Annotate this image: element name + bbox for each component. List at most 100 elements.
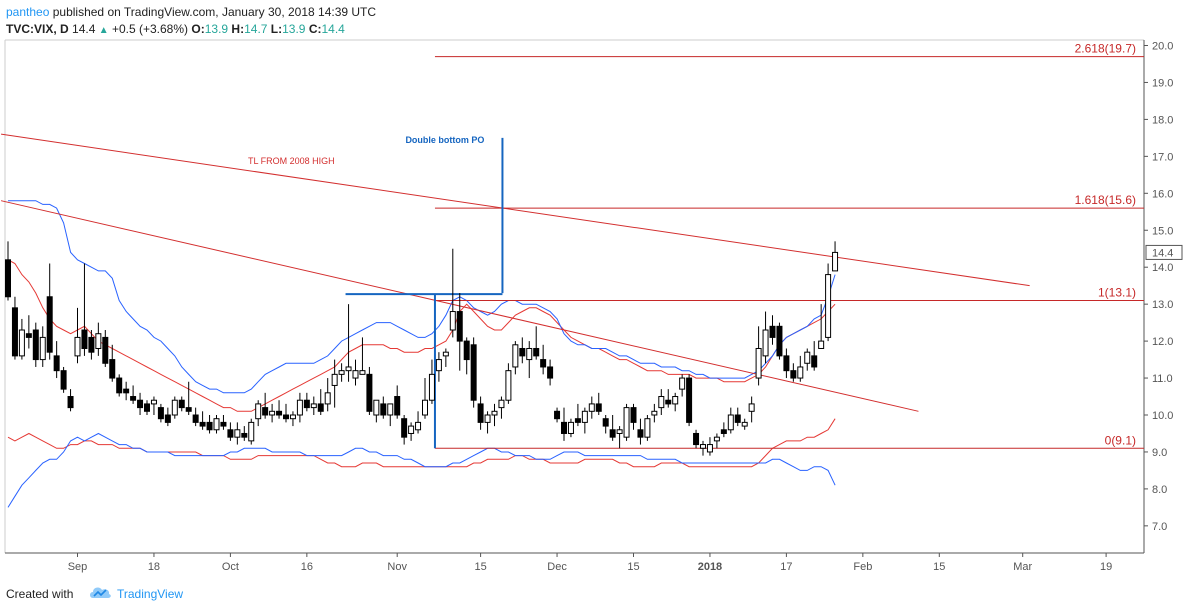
candle-body [116, 377, 123, 394]
candle-body [401, 418, 408, 438]
candle [581, 407, 588, 434]
candle-body [435, 359, 442, 372]
candle [519, 337, 526, 364]
time-axis[interactable]: Sep 18 Oct 16 Nov 15 Dec 15 2018 17 Feb 15 Mar 19 [68, 553, 1113, 573]
candle-body [206, 421, 213, 431]
candle-body [303, 399, 310, 409]
candle [463, 337, 470, 375]
price-tick-label: 14.0 [1152, 262, 1173, 274]
candle-body [609, 429, 616, 438]
blue-band-upper-line [8, 200, 836, 394]
candle [713, 433, 720, 449]
tradingview-logo-icon [90, 587, 111, 598]
candle-body [776, 325, 783, 357]
close-label: C: [308, 22, 322, 36]
candle [269, 403, 276, 423]
candle-body [484, 414, 491, 423]
candle-body [442, 351, 449, 357]
candle-body [477, 403, 484, 423]
candle [289, 411, 296, 427]
candle [797, 355, 804, 382]
open-value: 13.9 [204, 22, 229, 36]
candle [345, 304, 352, 382]
price-tick-label: 16.0 [1152, 188, 1173, 200]
time-tick-label: 2018 [698, 561, 722, 573]
candle-body [11, 307, 18, 357]
last-price-badge [1145, 244, 1183, 260]
price-axis[interactable]: 7.0 8.0 9.0 10.0 11.0 12.0 13.0 14.0 15.0 16.0 17.… [1144, 41, 1183, 533]
candle-body [706, 444, 713, 453]
candle [199, 411, 206, 430]
candle-body [324, 392, 331, 405]
candle-body [595, 403, 602, 412]
chart-header: pantheo published on TradingView.com, Ja… [0, 0, 1184, 40]
candle [484, 411, 491, 434]
candle-body [380, 403, 387, 416]
candle [435, 352, 442, 382]
candle-body [428, 373, 435, 401]
drawing-tools: TL FROM 2008 HIGH 2.618(19.7) 1.618(15.6) 1… [0, 42, 1144, 449]
candle-body [700, 444, 706, 449]
candle [276, 400, 283, 419]
candle [505, 363, 512, 404]
candle-body [561, 421, 567, 434]
candle [491, 403, 498, 427]
candle-body [5, 259, 11, 298]
candle-body [644, 418, 651, 438]
candle-body [790, 370, 797, 379]
fib-level-label: 1.618(15.6) [1075, 193, 1136, 207]
candle [185, 381, 192, 415]
candle [116, 374, 123, 397]
candle [178, 396, 185, 412]
candle-body [818, 340, 825, 349]
candle-body [491, 410, 498, 416]
candle-body [130, 396, 137, 401]
time-tick-label: 19 [1100, 561, 1112, 573]
candle-body [310, 403, 317, 409]
candle [137, 392, 144, 415]
candle [825, 263, 832, 342]
candle-body [422, 399, 428, 416]
open-label: O: [191, 22, 205, 36]
candle [588, 396, 595, 419]
price-tick-label: 8.0 [1152, 484, 1167, 496]
candle-body [123, 388, 130, 394]
candle-body [804, 351, 811, 364]
candle [449, 248, 456, 338]
candle-body [331, 373, 338, 386]
candle [567, 418, 574, 438]
time-tick-label: Feb [853, 561, 872, 573]
chart-canvas[interactable]: TL FROM 2008 HIGH 2.618(19.7) 1.618(15.6) 1… [0, 0, 1184, 578]
price-tick-label: 12.0 [1152, 336, 1173, 348]
candle [609, 415, 616, 441]
last-price-label: 14.4 [1152, 247, 1173, 259]
price-tick-label: 20.0 [1152, 41, 1173, 53]
candle [574, 403, 581, 427]
candle-body [408, 425, 415, 434]
candle [547, 359, 554, 386]
candle [595, 392, 602, 415]
candle-body [797, 366, 804, 379]
candle [818, 304, 825, 349]
author-link[interactable]: pantheo [6, 5, 50, 19]
candle [679, 374, 686, 397]
candle-body [60, 370, 67, 390]
candle [727, 407, 734, 434]
time-tick-label: 15 [474, 561, 486, 573]
candle [171, 396, 178, 419]
candle [686, 374, 693, 427]
candle-body [366, 373, 373, 412]
tradingview-brand-link[interactable]: TradingView [117, 587, 184, 601]
candle [380, 396, 387, 419]
candle-body [672, 396, 679, 405]
fib-level-label: 1(13.1) [1098, 285, 1136, 299]
candle [25, 315, 32, 349]
candle-body [164, 414, 171, 423]
candle [81, 263, 88, 356]
candle-body [832, 251, 839, 272]
candle [144, 400, 150, 415]
candle-body [317, 403, 324, 412]
candle [387, 403, 394, 427]
indicator-bands [7, 200, 836, 508]
candle [18, 318, 25, 360]
